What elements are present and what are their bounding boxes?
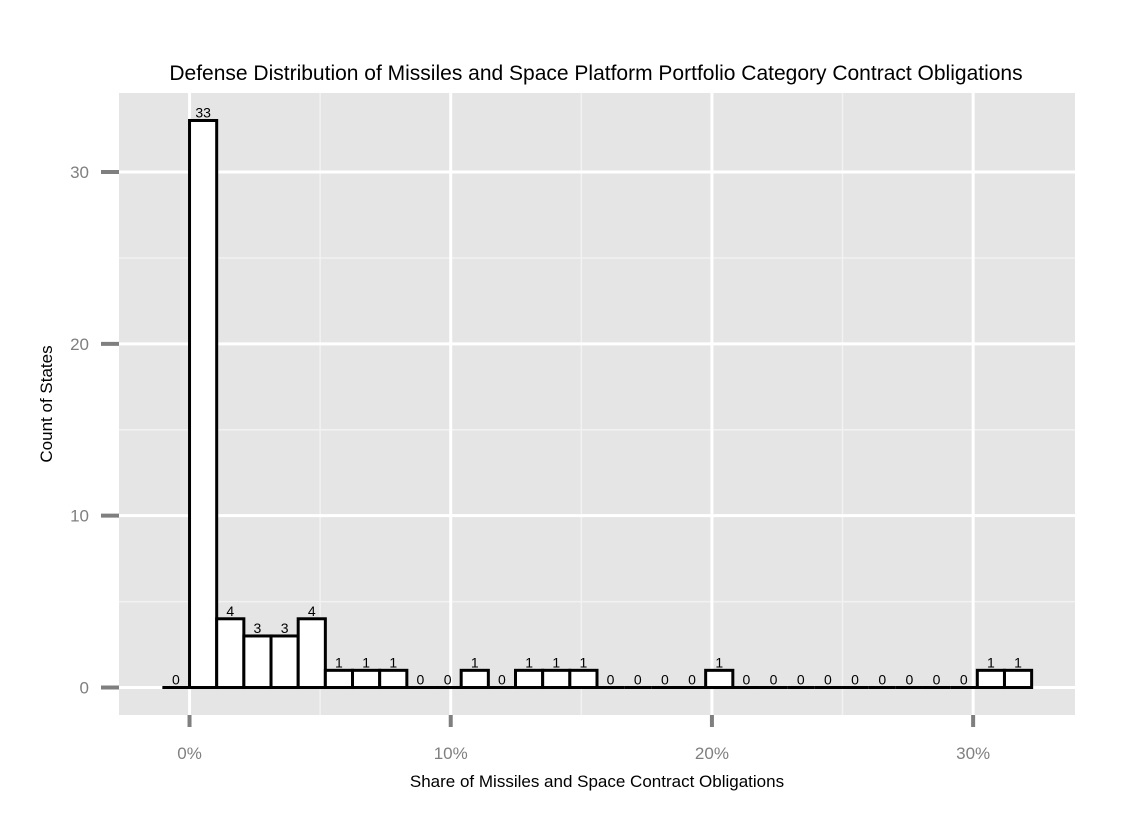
- bar-count-label: 1: [525, 654, 533, 670]
- y-tick-label: 30: [70, 163, 89, 182]
- bar-count-label: 3: [281, 620, 289, 636]
- histogram-bar: [242, 634, 273, 690]
- x-axis: 0% 10% 20% 30%: [177, 715, 990, 763]
- histogram-bar: [541, 668, 572, 690]
- bar-count-label: 0: [172, 672, 180, 688]
- bar-count-label: 0: [607, 672, 615, 688]
- bar-count-label: 0: [743, 672, 751, 688]
- histogram-bar: [568, 668, 599, 690]
- histogram-bar: [296, 617, 327, 690]
- x-tick-label: 0%: [177, 744, 202, 763]
- histogram-bar: [351, 668, 382, 690]
- bar-count-label: 0: [770, 672, 778, 688]
- bar-count-label: 1: [362, 654, 370, 670]
- bar-count-label: 0: [851, 672, 859, 688]
- bar-count-label: 0: [444, 672, 452, 688]
- bar-count-label: 0: [661, 672, 669, 688]
- histogram-bar: [459, 668, 490, 690]
- plot-panel: [119, 93, 1075, 715]
- histogram-bar: [323, 668, 355, 690]
- bar-count-label: 1: [335, 654, 343, 670]
- bar-count-label: 0: [824, 672, 832, 688]
- bar-count-label: 0: [905, 672, 913, 688]
- chart-title: Defense Distribution of Missiles and Spa…: [169, 62, 1022, 85]
- histogram-bar: [1002, 668, 1034, 690]
- histogram-bars: [162, 118, 1034, 690]
- bar-count-label: 0: [417, 672, 425, 688]
- x-tick-label: 30%: [956, 744, 990, 763]
- bar-count-label: 0: [498, 672, 506, 688]
- x-tick-label: 10%: [434, 744, 468, 763]
- bar-count-label: 0: [634, 672, 642, 688]
- bar-count-label: 1: [715, 654, 723, 670]
- histogram-bar: [704, 668, 735, 690]
- bar-count-label: 33: [195, 104, 211, 120]
- bar-count-label: 3: [254, 620, 262, 636]
- y-tick-label: 0: [80, 679, 89, 698]
- bar-count-label: 0: [933, 672, 941, 688]
- bar-count-label: 0: [688, 672, 696, 688]
- bar-count-label: 4: [226, 603, 234, 619]
- bar-count-label: 0: [960, 672, 968, 688]
- y-axis-title: Count of States: [37, 345, 56, 462]
- bar-count-label: 1: [389, 654, 397, 670]
- histogram-bar: [514, 668, 545, 690]
- bar-count-label: 1: [471, 654, 479, 670]
- bar-count-label: 0: [797, 672, 805, 688]
- y-tick-label: 10: [70, 507, 89, 526]
- histogram-bar: [975, 668, 1006, 690]
- histogram-bar: [378, 668, 409, 690]
- bar-count-label: 4: [308, 603, 316, 619]
- bar-count-label: 0: [878, 672, 886, 688]
- bar-count-label: 1: [580, 654, 588, 670]
- bar-count-label: 1: [1014, 654, 1022, 670]
- histogram-bar: [188, 118, 219, 690]
- y-axis: 0 10 20 30: [70, 163, 119, 698]
- histogram-bar: [269, 634, 300, 690]
- y-tick-label: 20: [70, 335, 89, 354]
- histogram-bar: [215, 617, 246, 690]
- bar-count-label: 1: [987, 654, 995, 670]
- x-tick-label: 20%: [695, 744, 729, 763]
- bar-count-label: 1: [552, 654, 560, 670]
- x-axis-title: Share of Missiles and Space Contract Obl…: [410, 772, 784, 791]
- minor-gridlines: [119, 93, 1075, 715]
